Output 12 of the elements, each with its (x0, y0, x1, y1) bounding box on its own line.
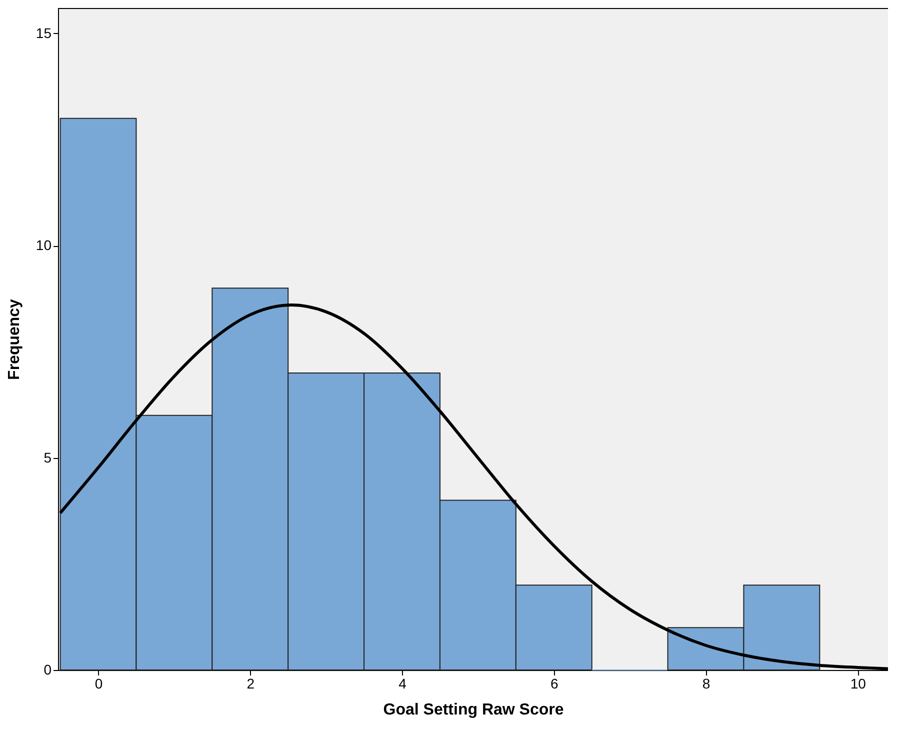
x-axis-title: Goal Setting Raw Score (383, 702, 564, 718)
y-tick-label: 0 (44, 662, 52, 678)
x-tick-label: 8 (702, 676, 710, 692)
x-tick-label: 4 (398, 676, 407, 692)
x-tick-label: 10 (850, 676, 866, 692)
y-tick-label: 15 (36, 24, 52, 41)
x-tick-label: 6 (550, 676, 558, 692)
y-tick-label: 5 (44, 449, 52, 466)
x-tick-label: 0 (94, 676, 103, 692)
y-axis-title: Frequency (6, 298, 23, 380)
x-tick-label: 2 (246, 676, 255, 692)
y-tick-label: 10 (36, 237, 52, 254)
